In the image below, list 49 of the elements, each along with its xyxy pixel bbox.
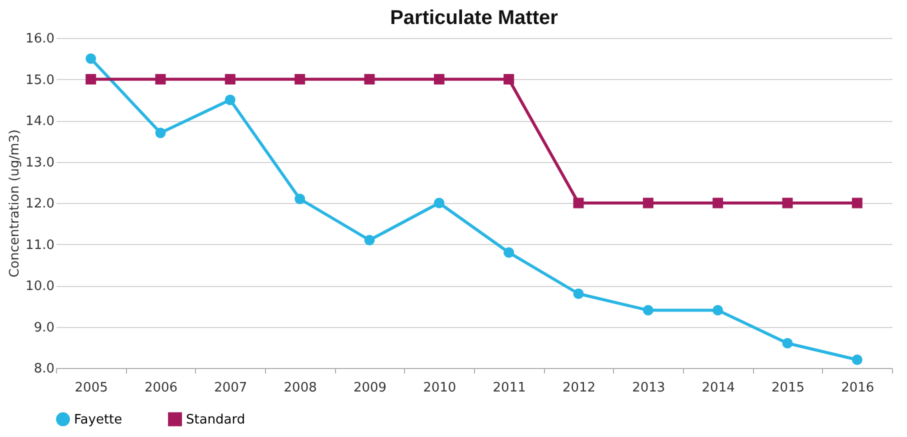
y-tick-label: 10.0 bbox=[26, 279, 54, 294]
point bbox=[782, 338, 793, 348]
y-tick-label: 11.0 bbox=[26, 238, 54, 253]
x-tick-label: 2014 bbox=[702, 380, 735, 396]
point bbox=[852, 198, 862, 208]
point bbox=[364, 234, 375, 246]
y-tick-label: 12.0 bbox=[26, 196, 54, 212]
point bbox=[434, 74, 444, 84]
y-tick-label: 16.0 bbox=[26, 32, 54, 46]
point bbox=[86, 74, 96, 84]
point bbox=[642, 198, 654, 208]
point bbox=[155, 74, 166, 84]
point bbox=[642, 305, 654, 316]
y-tick-label: 13.0 bbox=[26, 155, 54, 170]
legend-label: Standard bbox=[186, 412, 246, 428]
x-tick-label: 2010 bbox=[423, 380, 456, 396]
x-tick-label: 2016 bbox=[841, 380, 874, 396]
point bbox=[434, 198, 444, 208]
point bbox=[712, 305, 724, 316]
x-tick-label: 2008 bbox=[284, 380, 317, 396]
point bbox=[224, 74, 236, 84]
y-axis-title: Concentration (ug/m3) bbox=[8, 129, 23, 278]
x-tick-label: 2015 bbox=[771, 380, 805, 396]
point bbox=[573, 198, 584, 208]
x-tick-label: 2011 bbox=[492, 380, 526, 396]
point bbox=[224, 94, 236, 106]
point bbox=[573, 288, 584, 299]
point bbox=[504, 247, 514, 258]
x-tick-label: 2013 bbox=[632, 380, 666, 396]
point bbox=[86, 53, 96, 64]
point bbox=[294, 194, 306, 204]
y-tick-label: 15.0 bbox=[26, 72, 54, 88]
x-tick-label: 2006 bbox=[144, 380, 178, 396]
point bbox=[782, 198, 793, 208]
y-tick-label: 9.0 bbox=[34, 320, 54, 336]
point bbox=[504, 74, 514, 84]
x-tick-label: 2009 bbox=[353, 380, 387, 396]
x-tick-label: 2007 bbox=[214, 380, 248, 396]
x-tick-label: 2005 bbox=[74, 380, 108, 396]
chart-title: Particulate Matter bbox=[390, 7, 558, 29]
point bbox=[294, 74, 306, 84]
x-tick-label: 2012 bbox=[562, 380, 596, 396]
point bbox=[155, 128, 166, 138]
point bbox=[712, 198, 724, 208]
y-tick-label: 8.0 bbox=[34, 362, 54, 376]
point bbox=[364, 74, 375, 84]
point bbox=[852, 354, 862, 365]
legend-label: Fayette bbox=[74, 412, 122, 428]
y-tick-label: 14.0 bbox=[26, 114, 54, 129]
